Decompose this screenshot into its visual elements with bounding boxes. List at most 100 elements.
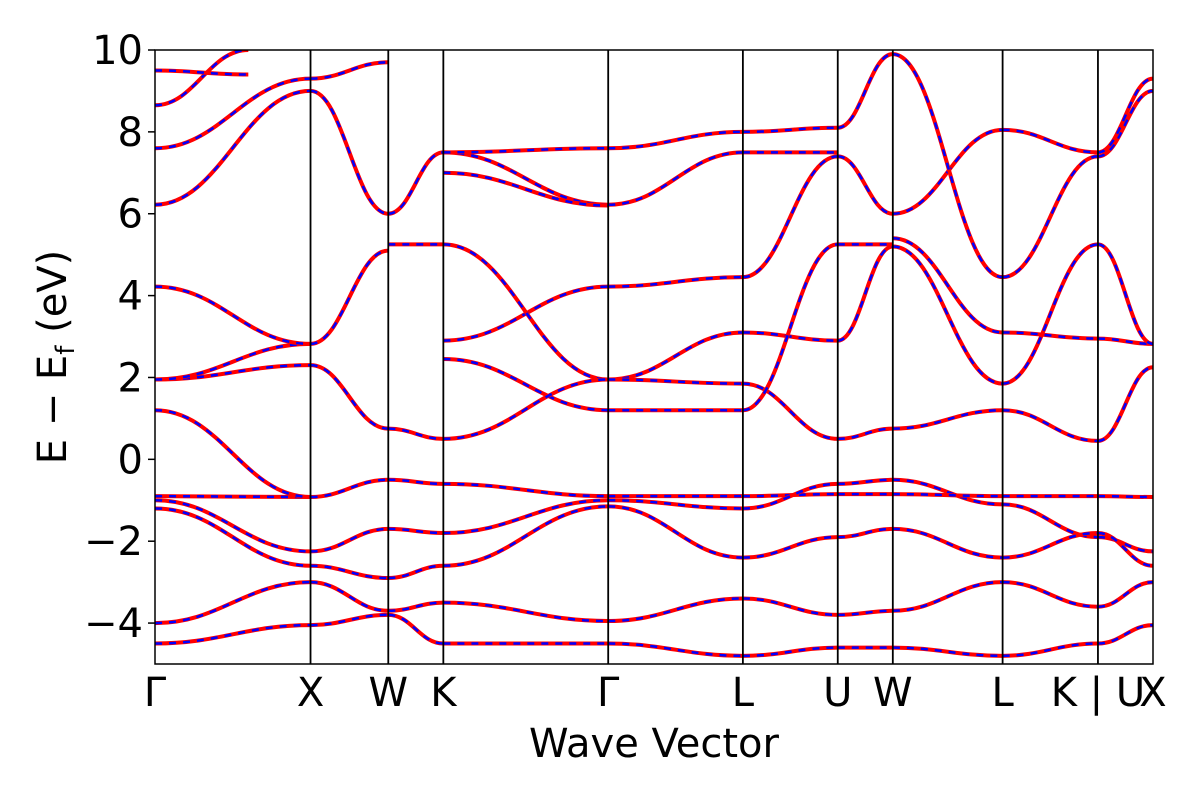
band-line-dashed-3 [155,499,311,553]
band-line-dashed-55 [742,382,838,441]
band-line-5 [155,408,311,499]
band-line-dashed-18 [310,527,389,553]
band-line-dashed-60 [742,482,838,510]
band-line-dashed-1 [155,580,311,625]
y-tick-label-6: 8 [118,110,143,156]
band-line-83 [892,645,1003,658]
band-line-dashed-44 [608,378,743,385]
y-tick-label-0: −4 [84,601,143,647]
band-line-dashed-43 [608,331,743,381]
band-line-dashed-92 [1002,580,1098,608]
band-line-17 [310,477,389,499]
band-line-dashed-29 [388,613,444,645]
band-line-dashed-103 [1097,623,1153,645]
band-line-dashed-4 [155,494,311,499]
band-line-dashed-86 [1002,331,1098,340]
band-line-18 [310,526,389,554]
y-tick-label-7: 10 [92,28,143,74]
band-line-dashed-102 [1097,580,1153,608]
band-line-dashed-72 [837,609,893,617]
high-symmetry-lines [309,50,1099,664]
band-line-16 [310,248,389,346]
band-line-dashed-10 [155,77,311,150]
band-line-dashed-101 [1097,531,1153,568]
band-line-dashed-85 [1002,243,1099,385]
y-tick-label-2: 0 [118,437,143,483]
band-line-dashed-5 [155,408,311,499]
band-line-dashed-64 [837,427,893,441]
band-line-dashed-28 [388,601,444,613]
band-line-dashed-53 [742,155,838,279]
band-line-dashed-12 [155,69,249,76]
band-line-dashed-36 [443,378,609,441]
x-axis-title: Wave Vector [529,721,780,767]
band-line-dashed-62 [742,597,838,617]
band-line-dashed-75 [892,245,1003,385]
band-line-dashed-61 [742,535,838,559]
band-line-dashed-52 [608,642,743,658]
x-tick-label-8: L [991,670,1014,716]
band-line-52 [608,641,743,658]
band-line-dashed-42 [608,275,743,288]
y-axis-title: E − Ef (eV) [30,250,81,465]
band-line-1 [155,580,311,626]
y-axis-title-main: E − E [30,355,76,465]
y-tick-label-1: −2 [84,519,143,565]
band-line-dashed-71 [837,527,893,539]
band-line-dashed-39 [443,505,609,568]
y-axis: −4 −2 0 2 4 6 8 10 [84,28,155,647]
band-line-dashed-13 [310,61,389,80]
band-line-80 [892,492,1003,499]
band-line-92 [1002,580,1098,609]
x-tick-label-3: K [430,670,458,716]
band-line-dashed-51 [608,597,743,623]
band-line-dashed-90 [1002,503,1098,539]
band-line-dashed-17 [310,478,389,499]
band-line-74 [892,408,1003,431]
y-tick-label-5: 6 [118,192,143,238]
band-line-32 [443,242,609,382]
band-line-dashed-34 [443,171,609,207]
band-line-dashed-47 [608,130,743,150]
band-line-dashed-40 [443,601,609,623]
band-line-21 [310,612,389,628]
x-tick-label-10: X [1139,670,1166,716]
band-line-dashed-35 [443,146,609,154]
band-line-dashed-16 [310,249,389,346]
band-line-dashed-25 [388,478,444,486]
x-tick-label-7: W [873,670,913,716]
x-tick-label-4: Γ [597,670,620,716]
band-line-dashed-0 [155,623,311,645]
band-line-dashed-68 [837,52,894,130]
band-lines [155,50,1153,658]
band-line-dashed-46 [608,151,743,206]
band-line-67 [837,154,894,216]
band-line-dashed-63 [742,646,838,658]
band-line-dashed-65 [837,245,894,342]
band-line-dashed-98 [1097,77,1153,154]
band-line-dashed-88 [1002,128,1098,154]
band-line-87 [1002,154,1099,280]
band-line-dashed-27 [388,564,444,580]
x-tick-label-9: K | U [1051,670,1145,716]
band-line-dashed-14 [310,89,389,215]
band-line-dashed-58 [742,126,838,134]
plot-frame [154,49,1154,665]
band-line-dashed-24 [388,427,444,441]
band-line-dashed-84 [1002,408,1098,443]
band-line-dashed-78 [892,52,1003,279]
x-tick-label-5: L [732,670,755,716]
band-line-dashed-97 [1097,89,1153,158]
y-axis-title-subscript: f [51,345,81,355]
band-line-dashed-54 [742,331,838,342]
band-line-dashed-67 [837,155,894,215]
band-line-dashed-37 [443,482,609,498]
band-line-dashed-50 [608,505,743,559]
band-line-84 [1002,408,1098,443]
band-line-dashed-2 [155,507,311,568]
band-line-0 [155,623,311,646]
band-line-37 [443,481,609,499]
band-line-19 [310,563,389,581]
